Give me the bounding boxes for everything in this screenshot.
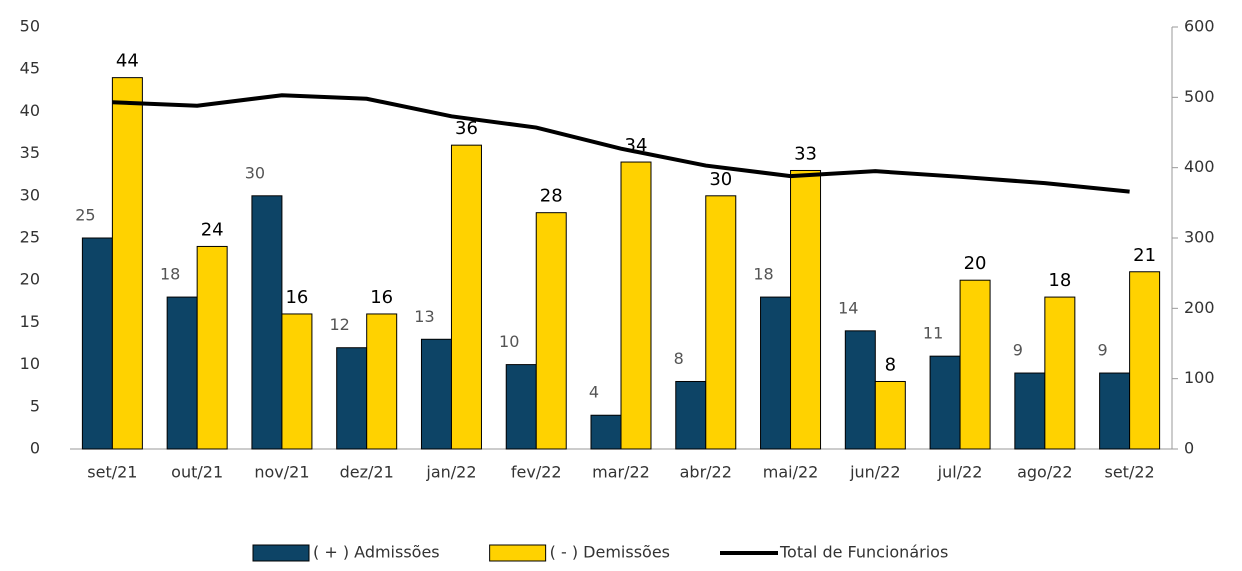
bar [281, 313, 313, 450]
y2-tick-label: 100 [1184, 368, 1215, 387]
bar [844, 330, 876, 450]
data-label: 8 [674, 349, 684, 368]
data-label: 24 [201, 219, 224, 240]
data-label: 11 [923, 324, 943, 343]
x-tick-label: jan/22 [425, 463, 476, 482]
data-label: 30 [245, 163, 265, 182]
bar [196, 245, 228, 450]
bar [81, 237, 113, 450]
bar [166, 296, 198, 450]
legend-swatch [489, 544, 547, 562]
bar [620, 161, 652, 450]
y2-tick-label: 500 [1184, 87, 1215, 106]
bar [1044, 296, 1076, 450]
data-label: 9 [1013, 341, 1023, 360]
data-label: 30 [709, 169, 732, 190]
x-tick-label: ago/22 [1017, 463, 1073, 482]
data-label: 14 [838, 298, 858, 317]
x-tick-label: mai/22 [763, 463, 819, 482]
y2-tick-label: 300 [1184, 228, 1215, 247]
bar [1129, 271, 1161, 450]
x-tick-label: dez/21 [340, 463, 394, 482]
bar [1014, 372, 1046, 450]
data-label: 18 [753, 265, 773, 284]
bar [705, 195, 737, 450]
data-label: 10 [499, 332, 519, 351]
data-label: 18 [1048, 270, 1071, 291]
data-label: 16 [285, 287, 308, 308]
data-label: 20 [964, 253, 987, 274]
bar [1099, 372, 1131, 450]
x-tick-label: set/22 [1105, 463, 1155, 482]
bar [760, 296, 792, 450]
bar [675, 380, 707, 450]
bar [450, 144, 482, 450]
y2-tick-label: 200 [1184, 298, 1215, 317]
bar [111, 77, 143, 450]
x-tick-label: set/21 [87, 463, 137, 482]
data-label: 8 [885, 354, 896, 375]
bar [590, 414, 622, 450]
x-tick-label: out/21 [171, 463, 223, 482]
x-tick-label: mar/22 [592, 463, 650, 482]
x-tick-label: jun/22 [849, 463, 900, 482]
data-label: 33 [794, 143, 817, 164]
data-label: 9 [1098, 341, 1108, 360]
data-label: 18 [160, 265, 180, 284]
y-tick-label: 0 [30, 439, 40, 458]
y2-tick-label: 0 [1184, 439, 1194, 458]
data-label: 36 [455, 118, 478, 139]
x-tick-label: nov/21 [254, 463, 309, 482]
data-label: 12 [330, 315, 350, 334]
y-tick-label: 45 [20, 59, 40, 78]
x-tick-label: abr/22 [680, 463, 732, 482]
bar [251, 195, 283, 450]
y-tick-label: 35 [20, 143, 40, 162]
line [112, 93, 1130, 194]
legend-label: Total de Funcionários [779, 543, 948, 562]
y-tick-label: 50 [20, 17, 40, 36]
y-tick-label: 10 [20, 354, 40, 373]
bar [366, 313, 398, 450]
y2-tick-label: 600 [1184, 17, 1215, 36]
y-tick-label: 25 [20, 228, 40, 247]
y-tick-label: 40 [20, 101, 40, 120]
data-label: 4 [589, 383, 599, 402]
y-tick-label: 15 [20, 312, 40, 331]
bar [929, 355, 961, 450]
data-label: 25 [75, 206, 95, 225]
bar [420, 338, 452, 450]
data-label: 28 [540, 186, 563, 207]
legend-swatch [252, 544, 310, 562]
data-label: 44 [116, 51, 139, 72]
y-tick-label: 5 [30, 396, 40, 415]
data-label: 13 [414, 307, 434, 326]
y-tick-label: 20 [20, 270, 40, 289]
y2-tick-label: 400 [1184, 157, 1215, 176]
bar [535, 212, 567, 450]
bar [790, 169, 822, 450]
bar [505, 364, 537, 450]
x-tick-label: fev/22 [511, 463, 562, 482]
y-tick-label: 30 [20, 185, 40, 204]
data-label: 21 [1133, 245, 1156, 266]
data-label: 16 [370, 287, 393, 308]
legend-label: ( + ) Admissões [313, 543, 440, 562]
bar [874, 380, 906, 450]
bar [959, 279, 991, 450]
bar [336, 347, 368, 450]
legend-label: ( - ) Demissões [550, 543, 670, 562]
x-tick-label: jul/22 [937, 463, 983, 482]
